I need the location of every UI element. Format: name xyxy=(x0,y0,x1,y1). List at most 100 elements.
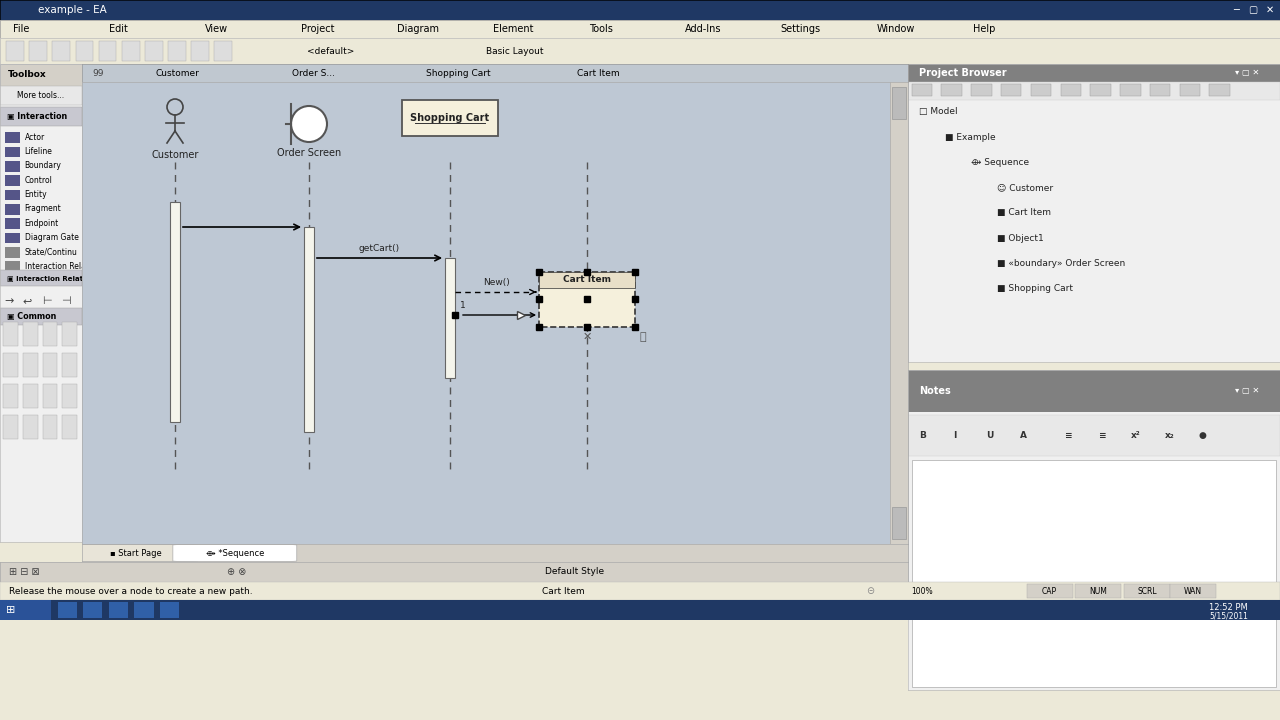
FancyBboxPatch shape xyxy=(23,354,37,377)
Text: ▪ Start Page: ▪ Start Page xyxy=(110,549,161,557)
FancyBboxPatch shape xyxy=(23,384,37,408)
Text: ✕: ✕ xyxy=(1266,5,1274,15)
Text: State/Continu: State/Continu xyxy=(24,248,78,256)
FancyBboxPatch shape xyxy=(1061,84,1082,96)
FancyBboxPatch shape xyxy=(58,602,77,618)
Text: x₂: x₂ xyxy=(1165,431,1175,440)
FancyBboxPatch shape xyxy=(5,176,19,186)
Text: File: File xyxy=(13,24,29,34)
Text: 5/15/2011: 5/15/2011 xyxy=(1210,611,1248,621)
FancyBboxPatch shape xyxy=(1001,84,1021,96)
FancyBboxPatch shape xyxy=(908,370,1280,412)
Text: getCart(): getCart() xyxy=(358,244,401,253)
Text: ▣ Common: ▣ Common xyxy=(6,312,56,321)
FancyBboxPatch shape xyxy=(1210,84,1230,96)
FancyBboxPatch shape xyxy=(83,602,102,618)
FancyBboxPatch shape xyxy=(23,415,37,439)
FancyBboxPatch shape xyxy=(911,459,1276,687)
Text: More tools...: More tools... xyxy=(18,91,64,99)
FancyBboxPatch shape xyxy=(539,272,635,327)
FancyBboxPatch shape xyxy=(122,40,140,61)
FancyBboxPatch shape xyxy=(5,261,19,272)
Text: ≡: ≡ xyxy=(1098,431,1105,440)
FancyBboxPatch shape xyxy=(1027,584,1073,598)
Bar xyxy=(536,296,541,302)
Text: ■ «boundary» Order Screen: ■ «boundary» Order Screen xyxy=(997,259,1125,268)
Bar xyxy=(584,296,590,302)
Bar xyxy=(305,227,314,432)
FancyBboxPatch shape xyxy=(42,354,58,377)
FancyBboxPatch shape xyxy=(168,40,186,61)
FancyBboxPatch shape xyxy=(63,384,77,408)
Bar xyxy=(539,272,635,288)
FancyBboxPatch shape xyxy=(5,233,19,243)
Text: A: A xyxy=(1020,431,1027,440)
Text: Notes: Notes xyxy=(919,386,951,396)
FancyBboxPatch shape xyxy=(1120,84,1140,96)
Bar xyxy=(632,324,637,330)
Text: I: I xyxy=(952,431,956,440)
FancyBboxPatch shape xyxy=(1030,84,1051,96)
Text: Help: Help xyxy=(973,24,995,34)
Text: ✕: ✕ xyxy=(582,332,591,342)
FancyBboxPatch shape xyxy=(4,354,18,377)
FancyBboxPatch shape xyxy=(892,507,906,539)
FancyBboxPatch shape xyxy=(0,307,82,325)
Bar xyxy=(584,324,590,330)
FancyBboxPatch shape xyxy=(908,82,1280,100)
Bar xyxy=(632,296,637,302)
FancyBboxPatch shape xyxy=(972,84,992,96)
Text: Entity: Entity xyxy=(24,190,47,199)
Text: ⟴ Sequence: ⟴ Sequence xyxy=(972,158,1029,167)
FancyBboxPatch shape xyxy=(5,147,19,157)
Text: ☺ Customer: ☺ Customer xyxy=(997,183,1053,192)
FancyBboxPatch shape xyxy=(76,40,93,61)
FancyBboxPatch shape xyxy=(134,602,154,618)
Text: □ Model: □ Model xyxy=(919,107,957,116)
FancyBboxPatch shape xyxy=(908,415,1280,456)
Text: →: → xyxy=(4,296,14,305)
Text: Window: Window xyxy=(877,24,915,34)
Text: Diagram Gate: Diagram Gate xyxy=(24,233,78,242)
Bar xyxy=(170,202,180,422)
Text: ⊣: ⊣ xyxy=(60,296,70,305)
FancyBboxPatch shape xyxy=(42,384,58,408)
Text: Add-Ins: Add-Ins xyxy=(685,24,722,34)
Text: Shopping Cart: Shopping Cart xyxy=(411,113,489,123)
FancyBboxPatch shape xyxy=(4,384,18,408)
FancyBboxPatch shape xyxy=(1180,84,1201,96)
FancyBboxPatch shape xyxy=(5,247,19,258)
FancyBboxPatch shape xyxy=(402,100,498,136)
Text: Lifeline: Lifeline xyxy=(24,147,52,156)
Text: Default Style: Default Style xyxy=(545,567,604,577)
Text: Order S...: Order S... xyxy=(292,68,335,78)
FancyBboxPatch shape xyxy=(42,415,58,439)
Text: ▾ ▢ ✕: ▾ ▢ ✕ xyxy=(1235,68,1260,78)
Text: Endpoint: Endpoint xyxy=(24,219,59,228)
Text: ⊝: ⊝ xyxy=(867,586,874,596)
Text: ⊕ ⊗: ⊕ ⊗ xyxy=(227,567,246,577)
Text: 12:52 PM: 12:52 PM xyxy=(1210,603,1248,611)
FancyBboxPatch shape xyxy=(5,204,19,215)
FancyBboxPatch shape xyxy=(0,86,82,104)
Text: ⟴ *Sequence: ⟴ *Sequence xyxy=(206,549,264,557)
FancyBboxPatch shape xyxy=(63,322,77,346)
Text: Boundary: Boundary xyxy=(24,161,61,171)
FancyBboxPatch shape xyxy=(911,84,932,96)
Text: ■ Shopping Cart: ■ Shopping Cart xyxy=(997,284,1073,294)
Text: ▣ Interaction: ▣ Interaction xyxy=(6,112,67,121)
FancyBboxPatch shape xyxy=(1124,584,1170,598)
FancyBboxPatch shape xyxy=(5,132,19,143)
FancyBboxPatch shape xyxy=(109,602,128,618)
Text: ▣ Interaction Relati...: ▣ Interaction Relati... xyxy=(6,275,93,281)
Text: x²: x² xyxy=(1132,431,1140,440)
Text: ⊢: ⊢ xyxy=(42,296,51,305)
Text: Shopping Cart: Shopping Cart xyxy=(425,68,490,78)
FancyBboxPatch shape xyxy=(42,322,58,346)
Bar xyxy=(584,269,590,275)
Text: Interaction Relati: Interaction Relati xyxy=(24,261,91,271)
FancyBboxPatch shape xyxy=(173,544,297,562)
FancyBboxPatch shape xyxy=(6,40,24,61)
Text: ↩: ↩ xyxy=(23,296,32,305)
FancyBboxPatch shape xyxy=(0,269,82,287)
